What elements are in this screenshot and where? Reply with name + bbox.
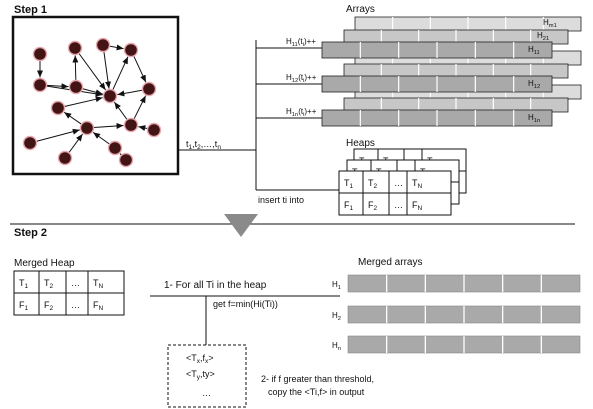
insert-label: insert ti into — [258, 195, 304, 205]
graph-edge-1 — [46, 83, 69, 90]
output-entry-2: <Ty,ty> — [186, 369, 215, 381]
merged-heap-cell-0-2: … — [71, 278, 80, 288]
arrays-title: Arrays — [346, 4, 375, 15]
array-mid-2 — [343, 97, 569, 113]
graph-node-0 — [32, 46, 48, 62]
merged-heap-cell-0-0: T1 — [19, 278, 29, 290]
graph-node-8 — [123, 117, 139, 133]
graph-edge-16 — [92, 131, 111, 145]
merged-label-h2: H2 — [332, 311, 341, 322]
graph-edge-14 — [36, 128, 80, 142]
graph-node-6 — [141, 81, 157, 97]
array-label-hm1: Hm1 — [543, 18, 557, 29]
heap-front-cell-1-2: … — [394, 200, 403, 210]
output-box — [167, 344, 247, 408]
merged-heap-cell-1-2: … — [71, 300, 80, 310]
graph-node-7 — [50, 100, 66, 116]
graph-edge-20 — [109, 44, 124, 51]
heaps-title: Heaps — [346, 138, 375, 149]
merged-heap-cell-0-3: TN — [93, 278, 104, 290]
heap-front-cell-0-0: T1 — [344, 178, 354, 190]
graph-edge-6 — [133, 55, 147, 83]
array-front-0 — [321, 41, 553, 59]
output-entry-1: <Tx,fx> — [186, 353, 214, 365]
merged-arrays-title: Merged arrays — [358, 257, 422, 268]
merged-heap-table: T1 T2 … TN F1 F2 … FN — [13, 270, 125, 316]
graph-node-5 — [102, 88, 118, 104]
merged-array-2 — [347, 335, 581, 354]
output-entry-3: … — [202, 388, 211, 398]
heap-front-cell-0-2: … — [394, 178, 403, 188]
array-label-h11: H11 — [528, 45, 540, 56]
graph-edge-7 — [117, 89, 143, 97]
merged-heap-cell-1-3: FN — [93, 300, 104, 312]
threshold-text: 2- if f greater than threshold, — [261, 374, 374, 384]
graph-edge-13 — [93, 122, 124, 129]
time-sequence-label: t1,t2,…,tn — [186, 139, 221, 151]
graph-node-14 — [118, 152, 134, 168]
increment-label-1: H11(ti)++ — [286, 37, 316, 48]
graph-node-12 — [107, 140, 123, 156]
copy-text: copy the <Ti,f> in output — [268, 387, 365, 397]
graph-node-9 — [79, 120, 95, 136]
graph-edge-12 — [63, 111, 82, 125]
graph-nodes — [22, 37, 162, 168]
heap-front-cell-1-1: F2 — [368, 200, 378, 212]
merged-label-hn: Hn — [332, 341, 341, 352]
array-mid-0 — [343, 29, 569, 45]
merged-array-1 — [347, 305, 581, 324]
merged-heap-cell-1-1: F2 — [44, 300, 54, 312]
heap-front-cell-1-3: FN — [412, 200, 423, 212]
graph-edge-19 — [103, 51, 112, 89]
increment-label-2: H12(ti)++ — [286, 73, 317, 84]
arrays-stack — [321, 16, 582, 127]
heap-front-cell-0-1: T2 — [368, 178, 378, 190]
array-label-h1n: H1n — [528, 113, 540, 124]
graph-edge-10 — [113, 101, 128, 121]
graph-node-1 — [67, 40, 83, 56]
merged-arrays-group — [347, 274, 581, 354]
increment-label-3: H1n(ti)++ — [286, 107, 317, 118]
graph-node-11 — [57, 150, 73, 166]
graph-edge-3 — [72, 55, 79, 81]
graph-edge-5 — [112, 56, 129, 91]
graph-edge-8 — [82, 88, 103, 96]
graph-edge-9 — [64, 96, 103, 108]
array-label-h21: H21 — [537, 31, 549, 42]
step1-title: Step 1 — [14, 4, 47, 16]
graph-edges — [36, 44, 148, 161]
merged-heap-title: Merged Heap — [14, 258, 75, 269]
heap-front: T1 F1 T2 F2 … … TN FN — [338, 170, 452, 216]
graph-node-10 — [22, 135, 38, 151]
graph-node-13 — [146, 122, 162, 138]
graph-edge-4 — [78, 52, 106, 91]
merged-heap-cell-1-0: F1 — [19, 300, 29, 312]
graph-node-2 — [123, 42, 139, 58]
merged-array-0 — [347, 274, 581, 293]
array-front-2 — [321, 109, 553, 127]
get-f-text: get f=min(Hi(Ti)) — [213, 299, 278, 309]
merged-heap-cell-0-1: T2 — [44, 278, 54, 290]
step2-title: Step 2 — [14, 227, 47, 239]
graph-node-15 — [95, 37, 111, 53]
merged-label-h1: H1 — [332, 280, 341, 291]
down-arrow-icon — [224, 214, 258, 237]
heap-front-cell-1-0: F1 — [344, 200, 354, 212]
array-front-1 — [321, 75, 553, 93]
graph-panel — [11, 15, 180, 176]
heap-front-cell-0-3: TN — [412, 178, 423, 190]
graph-node-3 — [32, 77, 48, 93]
graph-edge-15 — [68, 133, 83, 154]
graph-node-4 — [68, 79, 84, 95]
graph-edge-11 — [133, 95, 147, 120]
array-label-h12: H12 — [528, 79, 540, 90]
for-all-text: 1- For all Ti in the heap — [164, 280, 267, 291]
graph-edge-17 — [138, 125, 148, 132]
